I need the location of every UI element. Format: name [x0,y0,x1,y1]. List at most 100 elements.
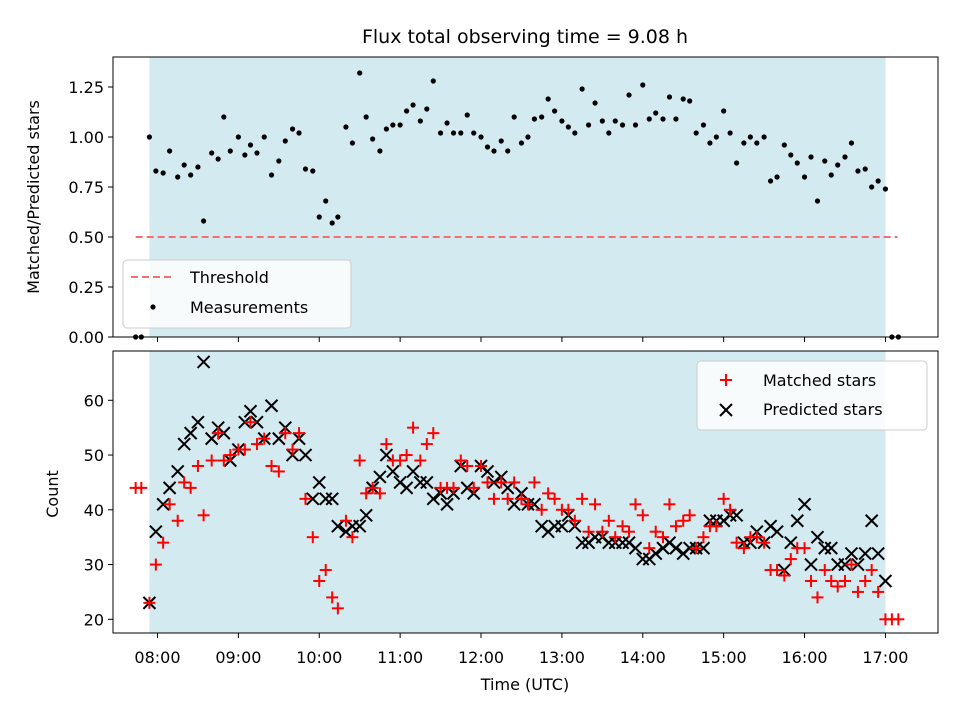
measurement-point [687,98,693,104]
predicted-point [480,464,495,479]
measurement-point [707,140,713,146]
matched-point [576,492,589,505]
bottom-y-axis-title: Count [43,470,62,518]
measurement-point [525,134,531,140]
y-tick-label: 0.75 [68,178,104,197]
matched-point [238,443,251,456]
measurement-point [215,156,221,162]
matched-point [865,564,878,577]
predicted-point [871,546,885,561]
measurement-point [437,130,444,136]
matched-point [212,427,225,440]
predicted-point [170,464,185,479]
matched-point [339,514,352,527]
matched-point [495,476,508,489]
top-data-marks [133,70,901,340]
matched-point [467,481,480,494]
measurement-point [619,122,626,128]
matched-point [825,574,838,587]
matched-point [758,536,771,549]
predicted-point [844,546,859,561]
measurement-point [464,112,470,118]
predicted-point [555,519,569,533]
matched-point [737,542,750,555]
legend-matched-swatch [720,374,732,386]
matched-point [414,454,427,467]
matched-point [319,564,332,577]
measurement-point [565,124,571,130]
matched-point [589,498,602,511]
measurement-point [788,152,794,158]
predicted-point [177,437,191,451]
matched-point [669,520,682,533]
matched-point [568,514,581,527]
measurement-point [471,130,477,136]
measurement-point [175,174,181,180]
predicted-point [272,431,286,446]
matched-point [475,459,488,472]
measurement-point [146,134,152,140]
matched-point [205,454,218,467]
measurement-point [227,148,233,154]
legend-predicted-swatch [719,403,733,417]
predicted-point [575,535,589,550]
predicted-point [838,557,852,572]
matched-point [163,498,176,511]
measurement-point [282,138,288,144]
measurement-point [869,184,875,190]
top-x-ticks [156,337,886,342]
matched-point [750,531,763,544]
matched-point [778,569,791,582]
matched-point [717,492,730,505]
measurement-point [209,150,215,156]
measurement-point [855,168,861,174]
measurement-point [310,168,316,174]
measurement-point [349,140,356,146]
predicted-point [191,415,205,429]
measurement-point [632,122,639,128]
measurement-point [612,118,618,124]
y-tick-label: 40 [84,501,104,520]
predicted-point [696,541,711,555]
predicted-point [628,541,643,555]
measurement-point [383,126,389,132]
bottom-legend-box [696,360,928,431]
matched-point [845,558,858,571]
measurement-point [761,134,767,140]
matched-point [135,481,148,494]
matched-point [838,574,851,587]
matched-point [690,542,703,555]
measurement-point [160,170,166,176]
predicted-point [312,475,326,490]
measurement-point [599,118,605,124]
predicted-point [804,557,818,572]
measurement-point [721,108,727,114]
measurement-point [875,178,881,184]
matched-point [683,509,696,522]
measurement-point [450,130,457,136]
matched-point [730,536,743,549]
measurement-point [606,130,612,136]
measurement-point [754,140,760,146]
predicted-point [602,535,616,550]
matched-point [602,514,615,527]
measurement-point [484,144,491,150]
measurement-point [335,214,341,220]
x-tick-label: 13:00 [539,648,585,667]
matched-point [184,481,197,494]
predicted-point [379,448,394,462]
measurement-point [296,130,302,136]
x-tick-label: 16:00 [781,648,827,667]
bottom-data-marks [129,355,905,626]
matched-point [461,459,474,472]
matched-point [542,487,555,500]
top-plot-frame [112,56,939,338]
matched-point [373,487,386,500]
predicted-point [325,492,339,506]
bottom-x-axis: 08:00 09:00 10:00 11:00 12:00 13:00 14:00 15:00… [134,633,908,667]
measurement-point [268,172,275,178]
measurement-point [552,108,558,114]
predicted-point [858,546,872,561]
measurement-point [713,134,719,140]
